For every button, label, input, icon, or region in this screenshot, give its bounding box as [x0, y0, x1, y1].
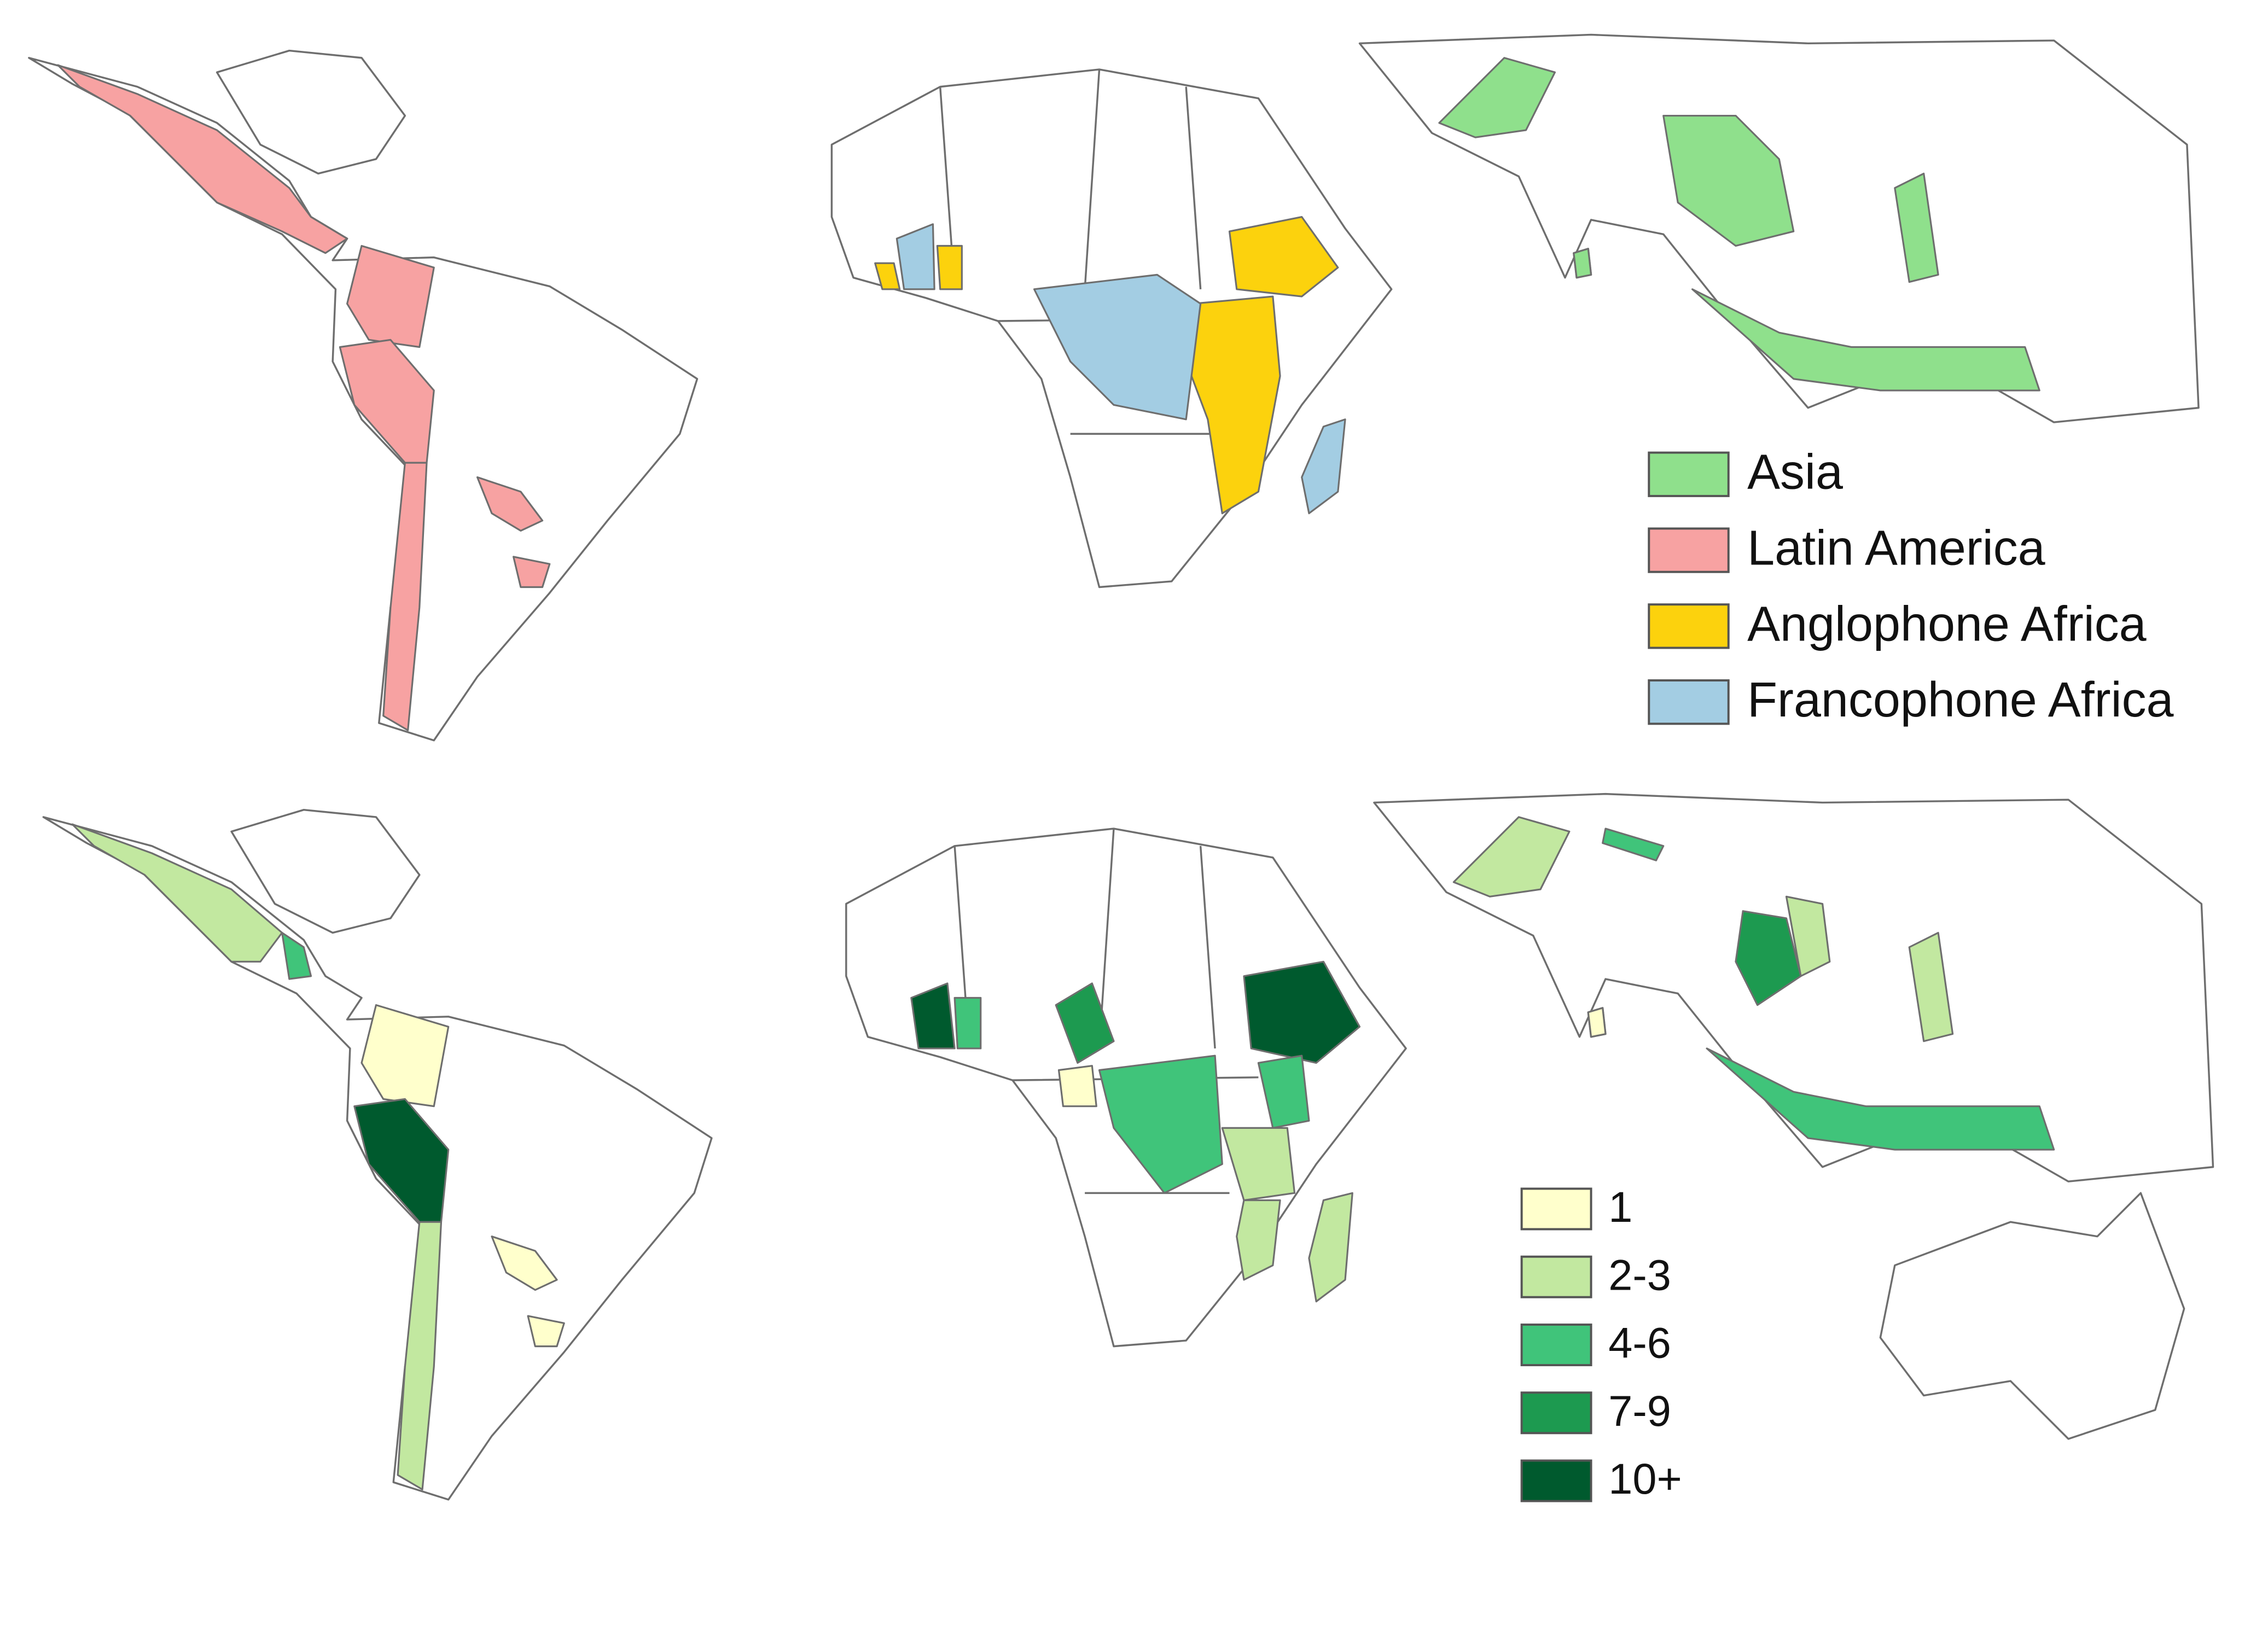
region: [1301, 418, 1346, 515]
region: [1573, 248, 1592, 279]
region: [1908, 931, 1954, 1042]
region: [1587, 1007, 1607, 1038]
legend-swatch: [1520, 1391, 1592, 1435]
legend-label: Asia: [1747, 445, 1843, 500]
region: [397, 1221, 443, 1490]
legend-swatch: [1648, 451, 1730, 497]
legend-swatch: [1520, 1187, 1592, 1231]
region: [1098, 1054, 1223, 1194]
legend-swatch: [1520, 1323, 1592, 1366]
legend-swatch: [1648, 527, 1730, 573]
region: [1033, 273, 1202, 421]
region: [1785, 895, 1831, 977]
region: [71, 823, 283, 963]
legend-label: 1: [1608, 1182, 1632, 1231]
region: [1735, 910, 1802, 1006]
region: [1257, 1054, 1310, 1129]
region: [1055, 982, 1115, 1064]
bottom-map: [42, 792, 2214, 1501]
legend-swatch: [1648, 679, 1730, 725]
legend-swatch: [1648, 603, 1730, 649]
top-map: [28, 33, 2200, 742]
legend-label: 4-6: [1608, 1319, 1671, 1367]
region: [953, 996, 982, 1050]
region: [1228, 216, 1339, 298]
region: [57, 64, 348, 254]
region: [1243, 960, 1361, 1064]
region: [382, 462, 428, 731]
region: [476, 476, 544, 532]
region: [1057, 1065, 1097, 1108]
legend-label: 10+: [1608, 1454, 1682, 1503]
legend-swatch: [1520, 1255, 1592, 1298]
region: [1894, 172, 1939, 283]
legend-label: Anglophone Africa: [1747, 597, 2147, 651]
region: [491, 1235, 558, 1291]
region: [1662, 114, 1795, 247]
legend-label: 7-9: [1608, 1386, 1671, 1435]
region: [910, 982, 956, 1050]
region: [527, 1315, 565, 1348]
legend-regions: Asia Latin America Anglophone Africa Franco…: [1648, 445, 2174, 727]
region: [1236, 1199, 1281, 1281]
region: [1691, 288, 2040, 392]
region: [513, 556, 551, 588]
region: [1438, 57, 1556, 138]
legend-label: 2-3: [1608, 1250, 1671, 1299]
legend-counts: 1 2-3 4-6 7-9 10+: [1520, 1182, 1682, 1503]
region: [1452, 816, 1571, 897]
region: [895, 223, 935, 290]
region: [1221, 1127, 1296, 1202]
legend-label: Latin America: [1747, 521, 2045, 575]
region: [1706, 1047, 2055, 1151]
region: [936, 244, 963, 290]
region: [281, 931, 312, 980]
region: [1602, 827, 1665, 861]
legend-label: Francophone Africa: [1747, 673, 2173, 727]
australia: [1879, 1192, 2185, 1440]
region: [874, 262, 901, 290]
region: [1308, 1192, 1353, 1303]
legend-swatch: [1520, 1459, 1592, 1502]
